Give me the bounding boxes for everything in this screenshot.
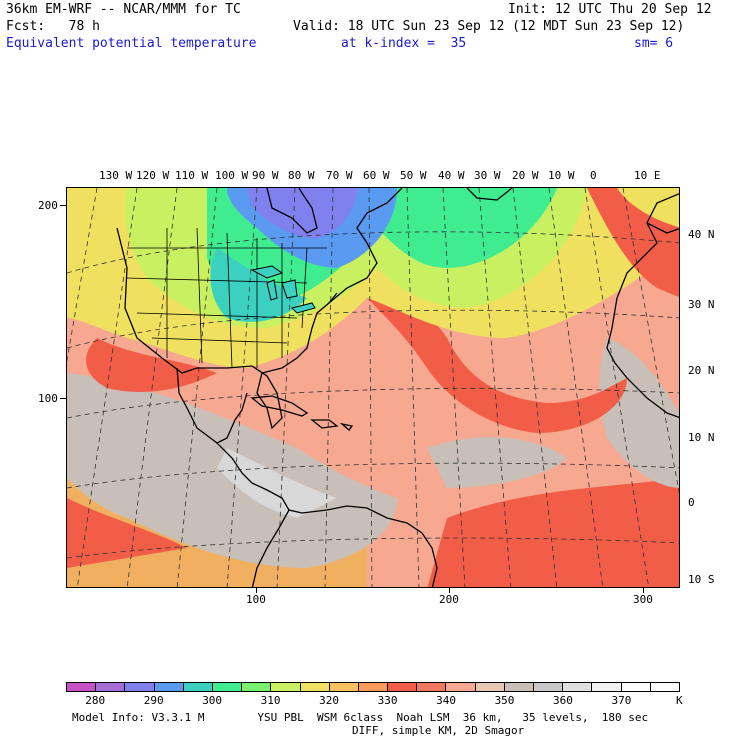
longitude-label: 20 W xyxy=(512,169,539,182)
longitude-label: 10 W xyxy=(548,169,575,182)
colorbar-swatch xyxy=(592,683,622,691)
colorbar-swatch xyxy=(242,683,272,691)
map-canvas xyxy=(67,188,679,587)
grid-tick xyxy=(256,588,257,593)
colorbar-swatch xyxy=(446,683,476,691)
coastlines xyxy=(116,188,679,587)
grid-label-bottom: 200 xyxy=(439,593,459,606)
colorbar-label: 340 xyxy=(436,694,456,707)
colorbar-swatch xyxy=(650,683,679,691)
colorbar-label: 370 xyxy=(611,694,632,707)
grid-tick xyxy=(643,588,644,593)
colorbar-swatch xyxy=(534,683,564,691)
longitude-label: 0 xyxy=(590,169,597,182)
grid-tick xyxy=(60,398,66,399)
colorbar-label: 310 xyxy=(260,694,281,707)
colorbar-swatch xyxy=(358,683,389,691)
model-title: 36km EM-WRF -- NCAR/MMM for TC xyxy=(6,2,241,17)
colorbar-label: 300 xyxy=(202,694,223,707)
grid-label-bottom: 300 xyxy=(633,593,653,606)
colorbar-swatch xyxy=(67,683,97,691)
latitude-label: 0 xyxy=(688,496,695,509)
field-region-se-red xyxy=(427,478,679,587)
grid-label-bottom: 100 xyxy=(246,593,266,606)
colorbar-label: 280 xyxy=(85,694,106,707)
longitude-label: 50 W xyxy=(400,169,427,182)
longitude-label: 80 W xyxy=(288,169,315,182)
smoothing-value: sm= 6 xyxy=(634,36,674,51)
colorbar-label: 350 xyxy=(494,694,515,707)
colorbar-swatch xyxy=(563,683,593,691)
grid-tick xyxy=(449,588,450,593)
political-borders xyxy=(126,227,327,369)
field-region-light-grey xyxy=(217,448,337,518)
colorbar-label: 320 xyxy=(319,694,340,707)
model-physics: DIFF, simple KM, 2D Smagor xyxy=(352,724,525,737)
colorbar-swatch xyxy=(271,683,301,691)
longitude-label: 130 W xyxy=(99,169,133,182)
field-region-teal xyxy=(210,248,307,322)
latitude-label: 10 S xyxy=(688,573,715,586)
great-lakes xyxy=(250,265,316,314)
field-region-mid-grey xyxy=(427,437,567,488)
colorbar-swatch xyxy=(417,683,447,691)
field-region-violet xyxy=(247,188,357,238)
field-name: Equivalent potential temperature xyxy=(6,36,257,51)
colorbar-swatch xyxy=(96,683,126,691)
colorbar-swatch xyxy=(329,683,359,691)
latitude-label: 30 N xyxy=(688,298,715,311)
colorbar-swatch xyxy=(388,683,418,691)
latitude-label: 40 N xyxy=(688,228,715,241)
field-region-red-sw xyxy=(67,498,187,568)
vertical-level: at k-index = 35 xyxy=(341,36,467,51)
grid-tick xyxy=(60,205,66,206)
colorbar-label: 360 xyxy=(553,694,573,707)
colorbar-swatch xyxy=(300,683,330,691)
longitude-label: 120 W xyxy=(136,169,170,182)
model-info: Model Info: V3.3.1 M YSU PBL WSM 6class … xyxy=(72,711,649,724)
equivalent-potential-temperature-map xyxy=(66,187,680,588)
latitude-label: 20 N xyxy=(688,364,715,377)
colorbar-label: 330 xyxy=(377,694,398,707)
colorbar-swatch xyxy=(475,683,505,691)
colorbar xyxy=(66,682,680,692)
longitude-label: 40 W xyxy=(438,169,465,182)
colorbar-swatch xyxy=(504,683,534,691)
colorbar-swatch xyxy=(154,683,184,691)
longitude-label: 100 W xyxy=(215,169,249,182)
valid-time: Valid: 18 UTC Sun 23 Sep 12 (12 MDT Sun … xyxy=(293,19,685,34)
colorbar-swatch xyxy=(183,683,213,691)
longitude-label: 70 W xyxy=(326,169,353,182)
latitude-label: 10 N xyxy=(688,431,715,444)
colorbar-swatch xyxy=(621,683,651,691)
longitude-label: 90 W xyxy=(252,169,279,182)
longitude-label: 60 W xyxy=(363,169,390,182)
forecast-hour: Fcst: 78 h xyxy=(6,19,100,34)
grid-label-left: 200 xyxy=(38,199,58,212)
grid-label-left: 100 xyxy=(38,392,58,405)
field-region-east-grey xyxy=(599,338,679,488)
latlon-grid xyxy=(67,188,679,587)
init-time: Init: 12 UTC Thu 20 Sep 12 xyxy=(508,2,712,17)
longitude-label: 110 W xyxy=(175,169,209,182)
longitude-label: 10 E xyxy=(634,169,661,182)
colorbar-label: 290 xyxy=(143,694,164,707)
longitude-label: 30 W xyxy=(474,169,501,182)
field-region-red-band-atlantic xyxy=(367,295,627,433)
colorbar-swatch xyxy=(212,683,243,691)
colorbar-swatch xyxy=(125,683,155,691)
field-region-red-band-west xyxy=(86,338,217,393)
colorbar-unit: K xyxy=(676,694,683,707)
